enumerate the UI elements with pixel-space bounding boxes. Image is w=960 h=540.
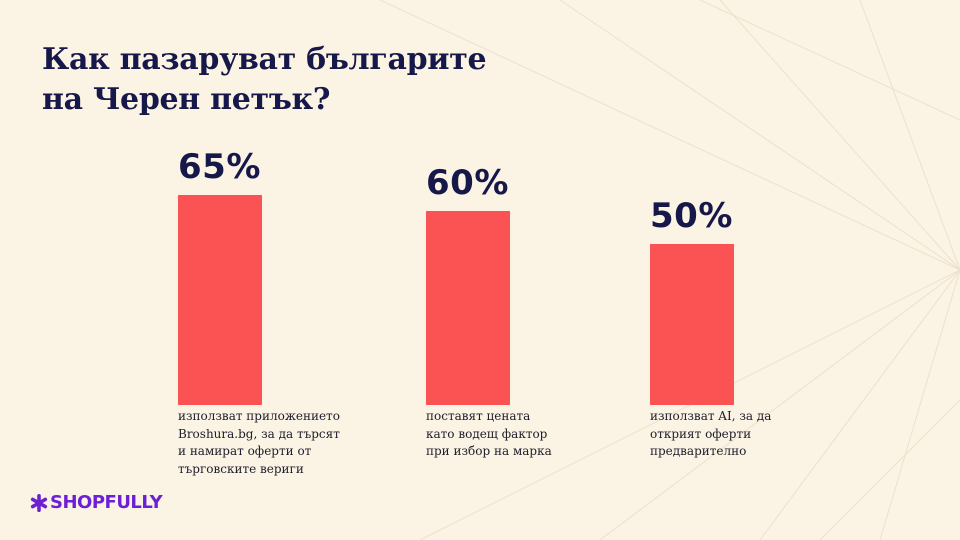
category-label-line: използват приложението bbox=[178, 409, 340, 423]
title-line-2: на Черен петък? bbox=[42, 82, 331, 117]
bar-2 bbox=[426, 211, 510, 405]
category-label-2: поставят цената като водещ фактор при избо… bbox=[426, 408, 626, 461]
shopfully-logo: SHOPFULLY bbox=[30, 492, 163, 513]
value-label-3: 50% bbox=[650, 195, 733, 236]
value-label-2: 60% bbox=[426, 163, 509, 204]
title-line-1: Как пазаруват българите bbox=[42, 42, 487, 77]
category-label-line: предварително bbox=[650, 444, 747, 458]
value-label-1: 65% bbox=[178, 147, 261, 188]
page-title: Как пазаруват българите на Черен петък? bbox=[42, 40, 487, 120]
category-label-line: поставят цената bbox=[426, 409, 531, 423]
category-label-line: и намират оферти от bbox=[178, 444, 312, 458]
asterisk-icon bbox=[30, 493, 48, 512]
category-label-line: като водещ фактор bbox=[426, 426, 548, 441]
brand-name: SHOPFULLY bbox=[50, 492, 163, 513]
category-label-line: открият оферти bbox=[650, 426, 752, 441]
category-label-3: използват AI, за да открият оферти предвар… bbox=[650, 408, 850, 461]
category-label-line: търговските вериги bbox=[178, 461, 304, 476]
category-label-line: при избор на марка bbox=[426, 444, 552, 458]
bar-3 bbox=[650, 243, 734, 405]
category-label-line: Broshura.bg, за да търсят bbox=[178, 426, 340, 441]
category-label-1: използват приложението Broshura.bg, за да… bbox=[178, 408, 378, 478]
bar-1 bbox=[178, 195, 262, 405]
category-label-line: използват AI, за да bbox=[650, 409, 772, 423]
